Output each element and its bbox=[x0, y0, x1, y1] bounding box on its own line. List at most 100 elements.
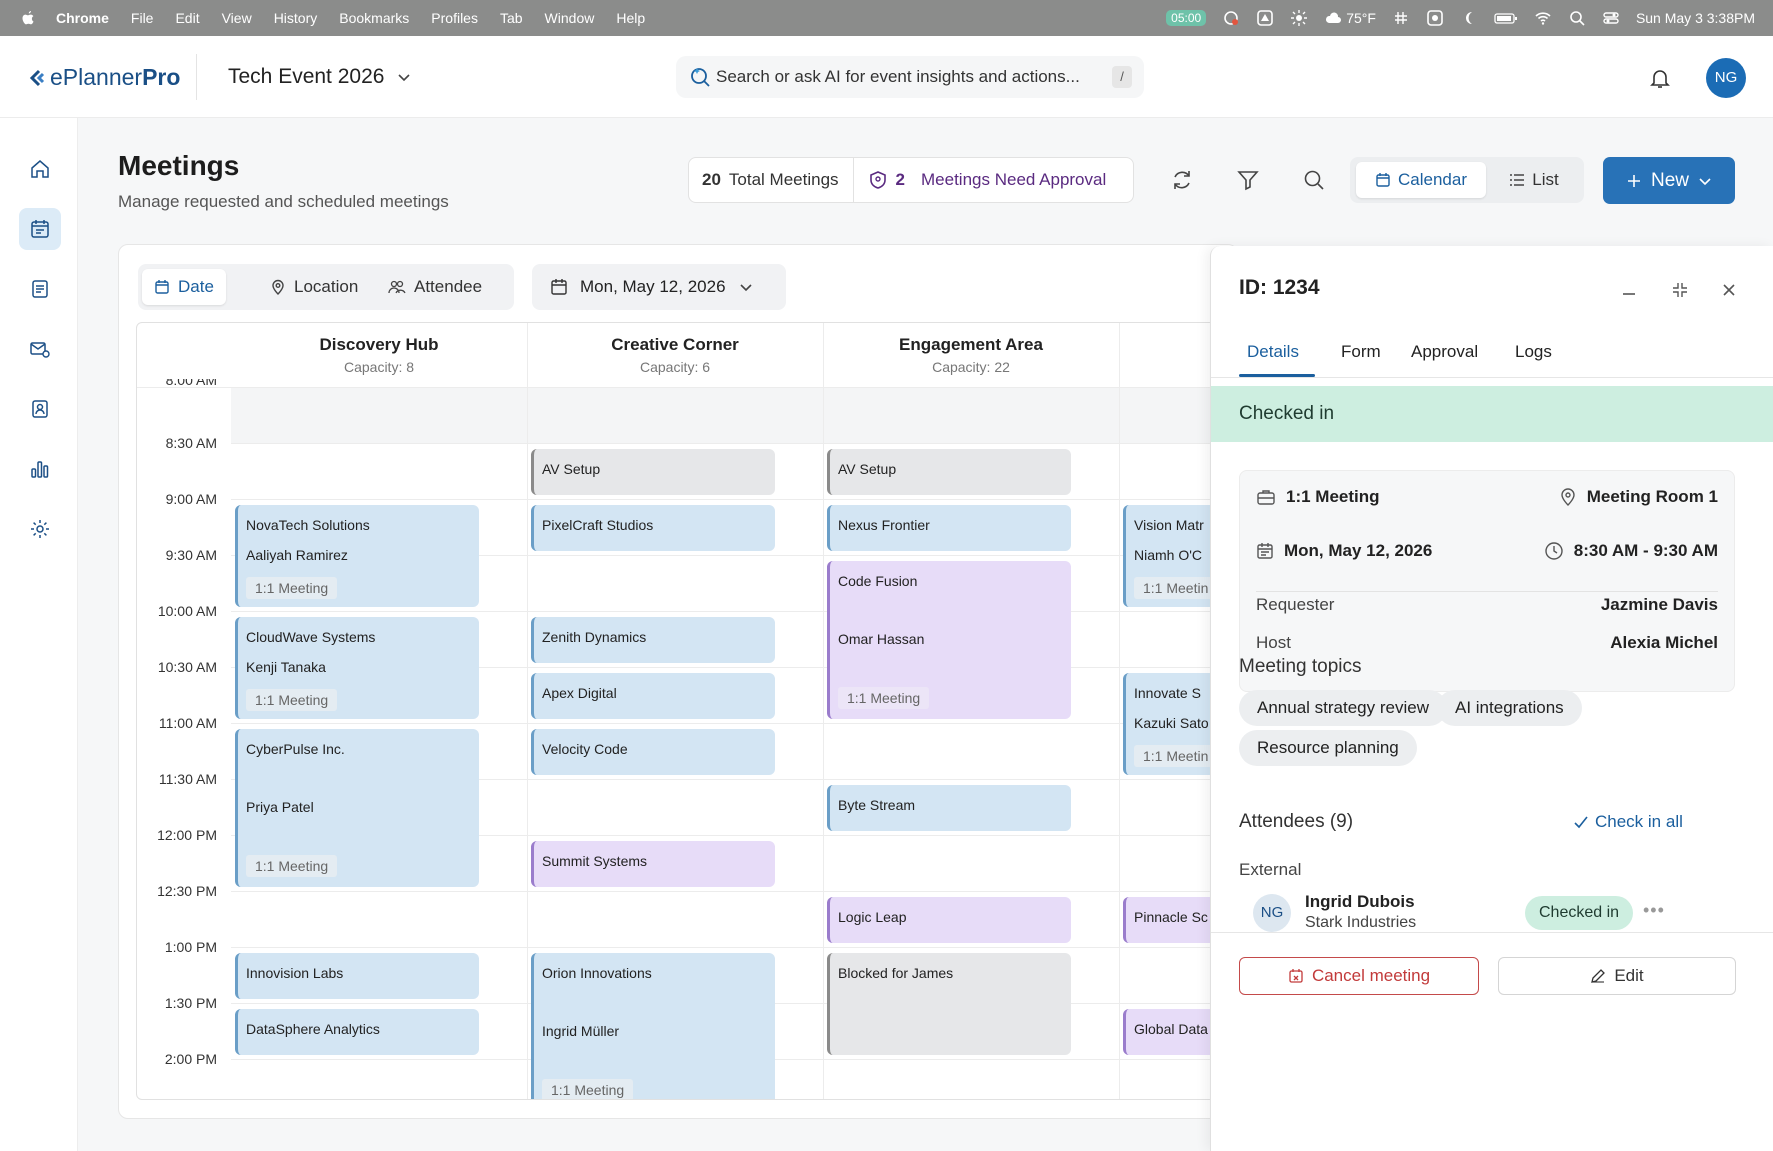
meeting-av-setup[interactable]: AV Setup bbox=[827, 449, 1071, 495]
meeting-nexus-frontier[interactable]: Nexus Frontier bbox=[827, 505, 1071, 551]
edit-button[interactable]: Edit bbox=[1498, 957, 1736, 995]
meeting-cloudwave-systems[interactable]: CloudWave Systems Kenji Tanaka 1:1 Meeti… bbox=[235, 617, 479, 719]
column-divider bbox=[1119, 323, 1120, 1099]
menu-history[interactable]: History bbox=[273, 10, 318, 26]
group-by-date[interactable]: Date bbox=[142, 269, 226, 305]
nav-documents[interactable] bbox=[19, 268, 61, 310]
menu-edit[interactable]: Edit bbox=[175, 10, 200, 26]
meeting-apex-digital[interactable]: Apex Digital bbox=[531, 673, 775, 719]
menu-help[interactable]: Help bbox=[616, 10, 646, 26]
time-gridline bbox=[231, 835, 1245, 836]
screen-record-icon[interactable] bbox=[1222, 9, 1240, 27]
battery-icon[interactable] bbox=[1494, 9, 1518, 27]
hash-icon[interactable] bbox=[1392, 9, 1410, 27]
total-meetings-stat[interactable]: 20 Total Meetings bbox=[689, 157, 854, 203]
tab-approval[interactable]: Approval bbox=[1411, 342, 1479, 361]
contacts-icon bbox=[32, 400, 48, 418]
tab-logs[interactable]: Logs bbox=[1515, 342, 1552, 361]
search-input[interactable]: Search or ask AI for event insights and … bbox=[716, 67, 1080, 86]
apple-icon[interactable] bbox=[20, 10, 36, 26]
wifi-icon[interactable] bbox=[1534, 9, 1552, 27]
page-title: Meetings bbox=[118, 150, 240, 181]
menu-view[interactable]: View bbox=[221, 10, 252, 26]
app-logo[interactable]: ePlanner Pro bbox=[28, 64, 180, 91]
meeting-code-fusion[interactable]: Code Fusion Omar Hassan 1:1 Meeting bbox=[827, 561, 1071, 719]
list-view-button[interactable]: List bbox=[1490, 162, 1578, 198]
minimize-icon[interactable] bbox=[1619, 280, 1639, 300]
control-center-icon[interactable] bbox=[1602, 9, 1620, 27]
nav-settings[interactable] bbox=[19, 508, 61, 550]
meeting-orion-innovations[interactable]: Orion Innovations Ingrid Müller 1:1 Meet… bbox=[531, 953, 775, 1099]
weather-readout[interactable]: 75°F bbox=[1324, 9, 1376, 27]
active-tab-indicator bbox=[1239, 374, 1315, 377]
topic-chip[interactable]: AI integrations bbox=[1437, 690, 1582, 726]
plus-icon bbox=[1627, 174, 1640, 187]
meeting-datasphere-analytics[interactable]: DataSphere Analytics bbox=[235, 1009, 479, 1055]
notification-bell-icon[interactable] bbox=[1648, 66, 1672, 90]
menu-profiles[interactable]: Profiles bbox=[431, 10, 478, 26]
more-options-icon[interactable]: ••• bbox=[1643, 900, 1665, 920]
meeting-type-tag: 1:1 Meeting bbox=[246, 577, 338, 599]
close-icon[interactable] bbox=[1719, 280, 1739, 300]
menu-chrome[interactable]: Chrome bbox=[56, 10, 109, 26]
nav-invitations[interactable] bbox=[19, 328, 61, 370]
attendee-status-badge[interactable]: Checked in bbox=[1525, 896, 1634, 930]
sun-icon[interactable] bbox=[1290, 9, 1308, 27]
meeting-byte-stream[interactable]: Byte Stream bbox=[827, 785, 1071, 831]
meeting-summit-systems[interactable]: Summit Systems bbox=[531, 841, 775, 887]
tab-details[interactable]: Details bbox=[1247, 342, 1299, 361]
cancel-meeting-button[interactable]: Cancel meeting bbox=[1239, 957, 1479, 995]
moon-icon[interactable] bbox=[1460, 9, 1478, 27]
checkin-status-banner: Checked in bbox=[1211, 386, 1773, 442]
menu-file[interactable]: File bbox=[130, 10, 154, 26]
menu-tab[interactable]: Tab bbox=[499, 10, 523, 26]
nav-meetings[interactable] bbox=[19, 208, 61, 250]
menu-window[interactable]: Window bbox=[544, 10, 595, 26]
meeting-person: Niamh O'C bbox=[1134, 547, 1203, 563]
nav-home[interactable] bbox=[19, 148, 61, 190]
meeting-logic-leap[interactable]: Logic Leap bbox=[827, 897, 1071, 943]
time-gridline bbox=[231, 443, 1245, 444]
menu-bookmarks[interactable]: Bookmarks bbox=[339, 10, 410, 26]
meeting-av-setup[interactable]: AV Setup bbox=[531, 449, 775, 495]
approval-needed-stat[interactable]: 2 Meetings Need Approval bbox=[854, 170, 1106, 190]
meeting-blocked-for-james[interactable]: Blocked for James bbox=[827, 953, 1071, 1055]
collapse-icon[interactable] bbox=[1670, 280, 1690, 300]
meeting-innovision-labs[interactable]: Innovision Labs bbox=[235, 953, 479, 999]
group-by-attendee[interactable]: Attendee bbox=[376, 269, 494, 305]
check-in-all-button[interactable]: Check in all bbox=[1573, 812, 1683, 832]
meeting-novatech-solutions[interactable]: NovaTech Solutions Aaliyah Ramirez 1:1 M… bbox=[235, 505, 479, 607]
date-picker[interactable]: Mon, May 12, 2026 bbox=[532, 264, 786, 310]
meeting-velocity-code[interactable]: Velocity Code bbox=[531, 729, 775, 775]
user-avatar[interactable]: NG bbox=[1706, 58, 1746, 98]
timer-badge[interactable]: 05:00 bbox=[1166, 10, 1207, 26]
event-selector[interactable]: Tech Event 2026 bbox=[228, 65, 412, 89]
topic-chip[interactable]: Resource planning bbox=[1239, 730, 1417, 766]
filter-icon[interactable] bbox=[1236, 168, 1260, 192]
settings-status-icon[interactable] bbox=[1426, 9, 1444, 27]
nav-contacts[interactable] bbox=[19, 388, 61, 430]
calendar-cancel-icon bbox=[1289, 969, 1303, 983]
calendar-icon bbox=[1257, 543, 1273, 559]
calendar-view-button[interactable]: Calendar bbox=[1356, 162, 1486, 198]
meeting-title: CloudWave Systems bbox=[246, 629, 376, 645]
app-header: ePlanner Pro Tech Event 2026 Search or as… bbox=[0, 36, 1773, 118]
room-column-creative-corner: Creative Corner Capacity: 6 bbox=[527, 323, 823, 387]
ai-search-bar[interactable]: Search or ask AI for event insights and … bbox=[676, 56, 1144, 98]
group-by-location[interactable]: Location bbox=[258, 269, 370, 305]
spotlight-icon[interactable] bbox=[1568, 9, 1586, 27]
tab-form[interactable]: Form bbox=[1341, 342, 1381, 361]
meeting-pixelcraft-studios[interactable]: PixelCraft Studios bbox=[531, 505, 775, 551]
nav-analytics[interactable] bbox=[19, 448, 61, 490]
search-icon[interactable] bbox=[1302, 168, 1326, 192]
new-button[interactable]: New bbox=[1603, 157, 1735, 204]
app-status-icon[interactable] bbox=[1256, 9, 1274, 27]
menubar-clock[interactable]: Sun May 3 3:38PM bbox=[1635, 10, 1755, 26]
meeting-cyberpulse-inc[interactable]: CyberPulse Inc. Priya Patel 1:1 Meeting bbox=[235, 729, 479, 887]
refresh-icon[interactable] bbox=[1170, 168, 1194, 192]
time-label: 10:00 AM bbox=[157, 603, 217, 619]
topic-chip[interactable]: Annual strategy review bbox=[1239, 690, 1447, 726]
meeting-title: Zenith Dynamics bbox=[542, 629, 647, 645]
meeting-zenith-dynamics[interactable]: Zenith Dynamics bbox=[531, 617, 775, 663]
weather-temp: 75°F bbox=[1346, 10, 1376, 26]
